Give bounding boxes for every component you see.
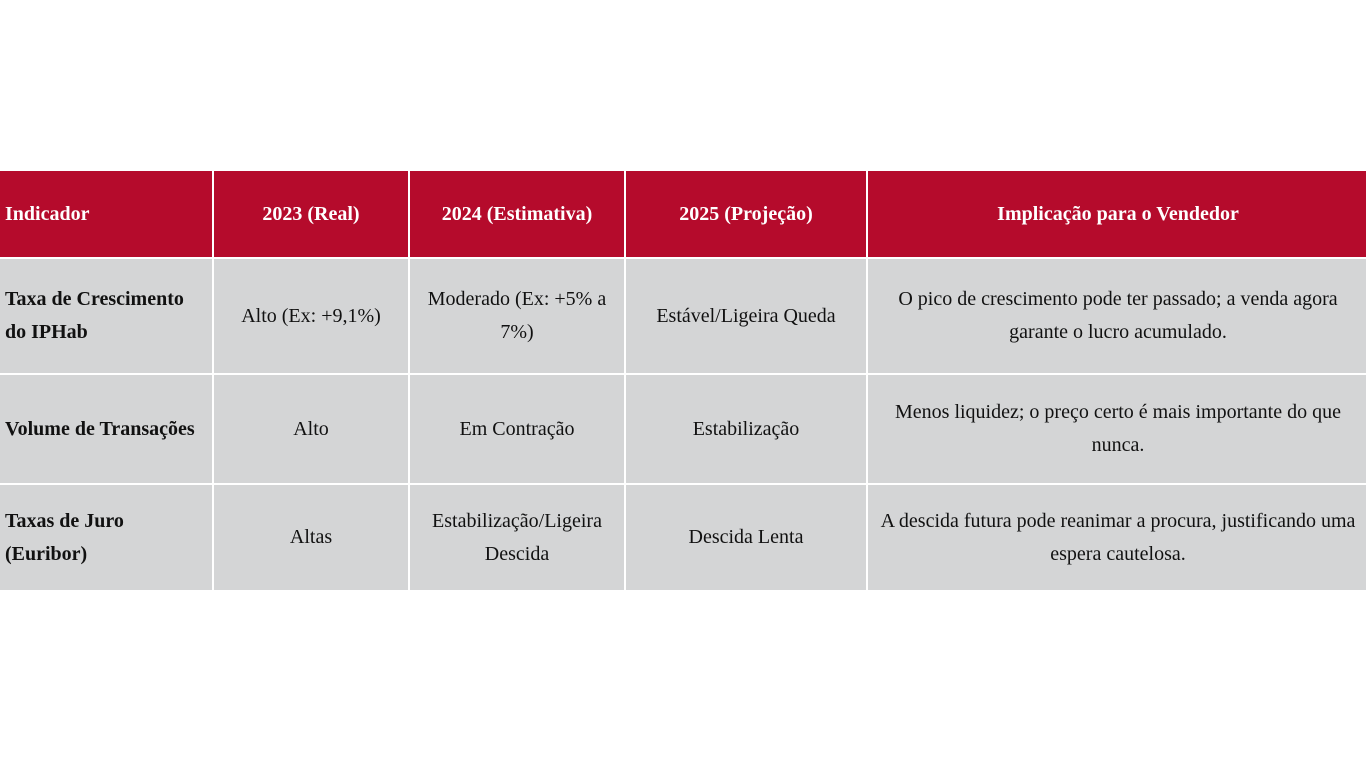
cell-2023: Altas bbox=[212, 483, 410, 592]
table-row: Taxas de Juro (Euribor) Altas Estabiliza… bbox=[0, 483, 1366, 592]
cell-2024: Moderado (Ex: +5% a 7%) bbox=[408, 257, 626, 375]
header-row: Indicador 2023 (Real) 2024 (Estimativa) … bbox=[0, 169, 1366, 259]
header-2023: 2023 (Real) bbox=[212, 169, 410, 259]
header-2025: 2025 (Projeção) bbox=[624, 169, 868, 259]
table-row: Taxa de Crescimento do IPHab Alto (Ex: +… bbox=[0, 257, 1366, 375]
cell-implication: Menos liquidez; o preço certo é mais imp… bbox=[866, 373, 1366, 485]
cell-2023: Alto bbox=[212, 373, 410, 485]
cell-implication: A descida futura pode reanimar a procura… bbox=[866, 483, 1366, 592]
cell-2025: Estabilização bbox=[624, 373, 868, 485]
cell-indicator: Taxas de Juro (Euribor) bbox=[0, 483, 214, 592]
header-implicacao: Implicação para o Vendedor bbox=[866, 169, 1366, 259]
cell-2025: Descida Lenta bbox=[624, 483, 868, 592]
cell-2023: Alto (Ex: +9,1%) bbox=[212, 257, 410, 375]
cell-2024: Em Contração bbox=[408, 373, 626, 485]
cell-indicator: Taxa de Crescimento do IPHab bbox=[0, 257, 214, 375]
cell-2024: Estabilização/Ligeira Descida bbox=[408, 483, 626, 592]
market-indicators-table: Indicador 2023 (Real) 2024 (Estimativa) … bbox=[0, 169, 1366, 592]
cell-indicator: Volume de Transações bbox=[0, 373, 214, 485]
header-2024: 2024 (Estimativa) bbox=[408, 169, 626, 259]
table-row: Volume de Transações Alto Em Contração E… bbox=[0, 373, 1366, 485]
cell-implication: O pico de crescimento pode ter passado; … bbox=[866, 257, 1366, 375]
cell-2025: Estável/Ligeira Queda bbox=[624, 257, 868, 375]
header-indicador: Indicador bbox=[0, 169, 214, 259]
